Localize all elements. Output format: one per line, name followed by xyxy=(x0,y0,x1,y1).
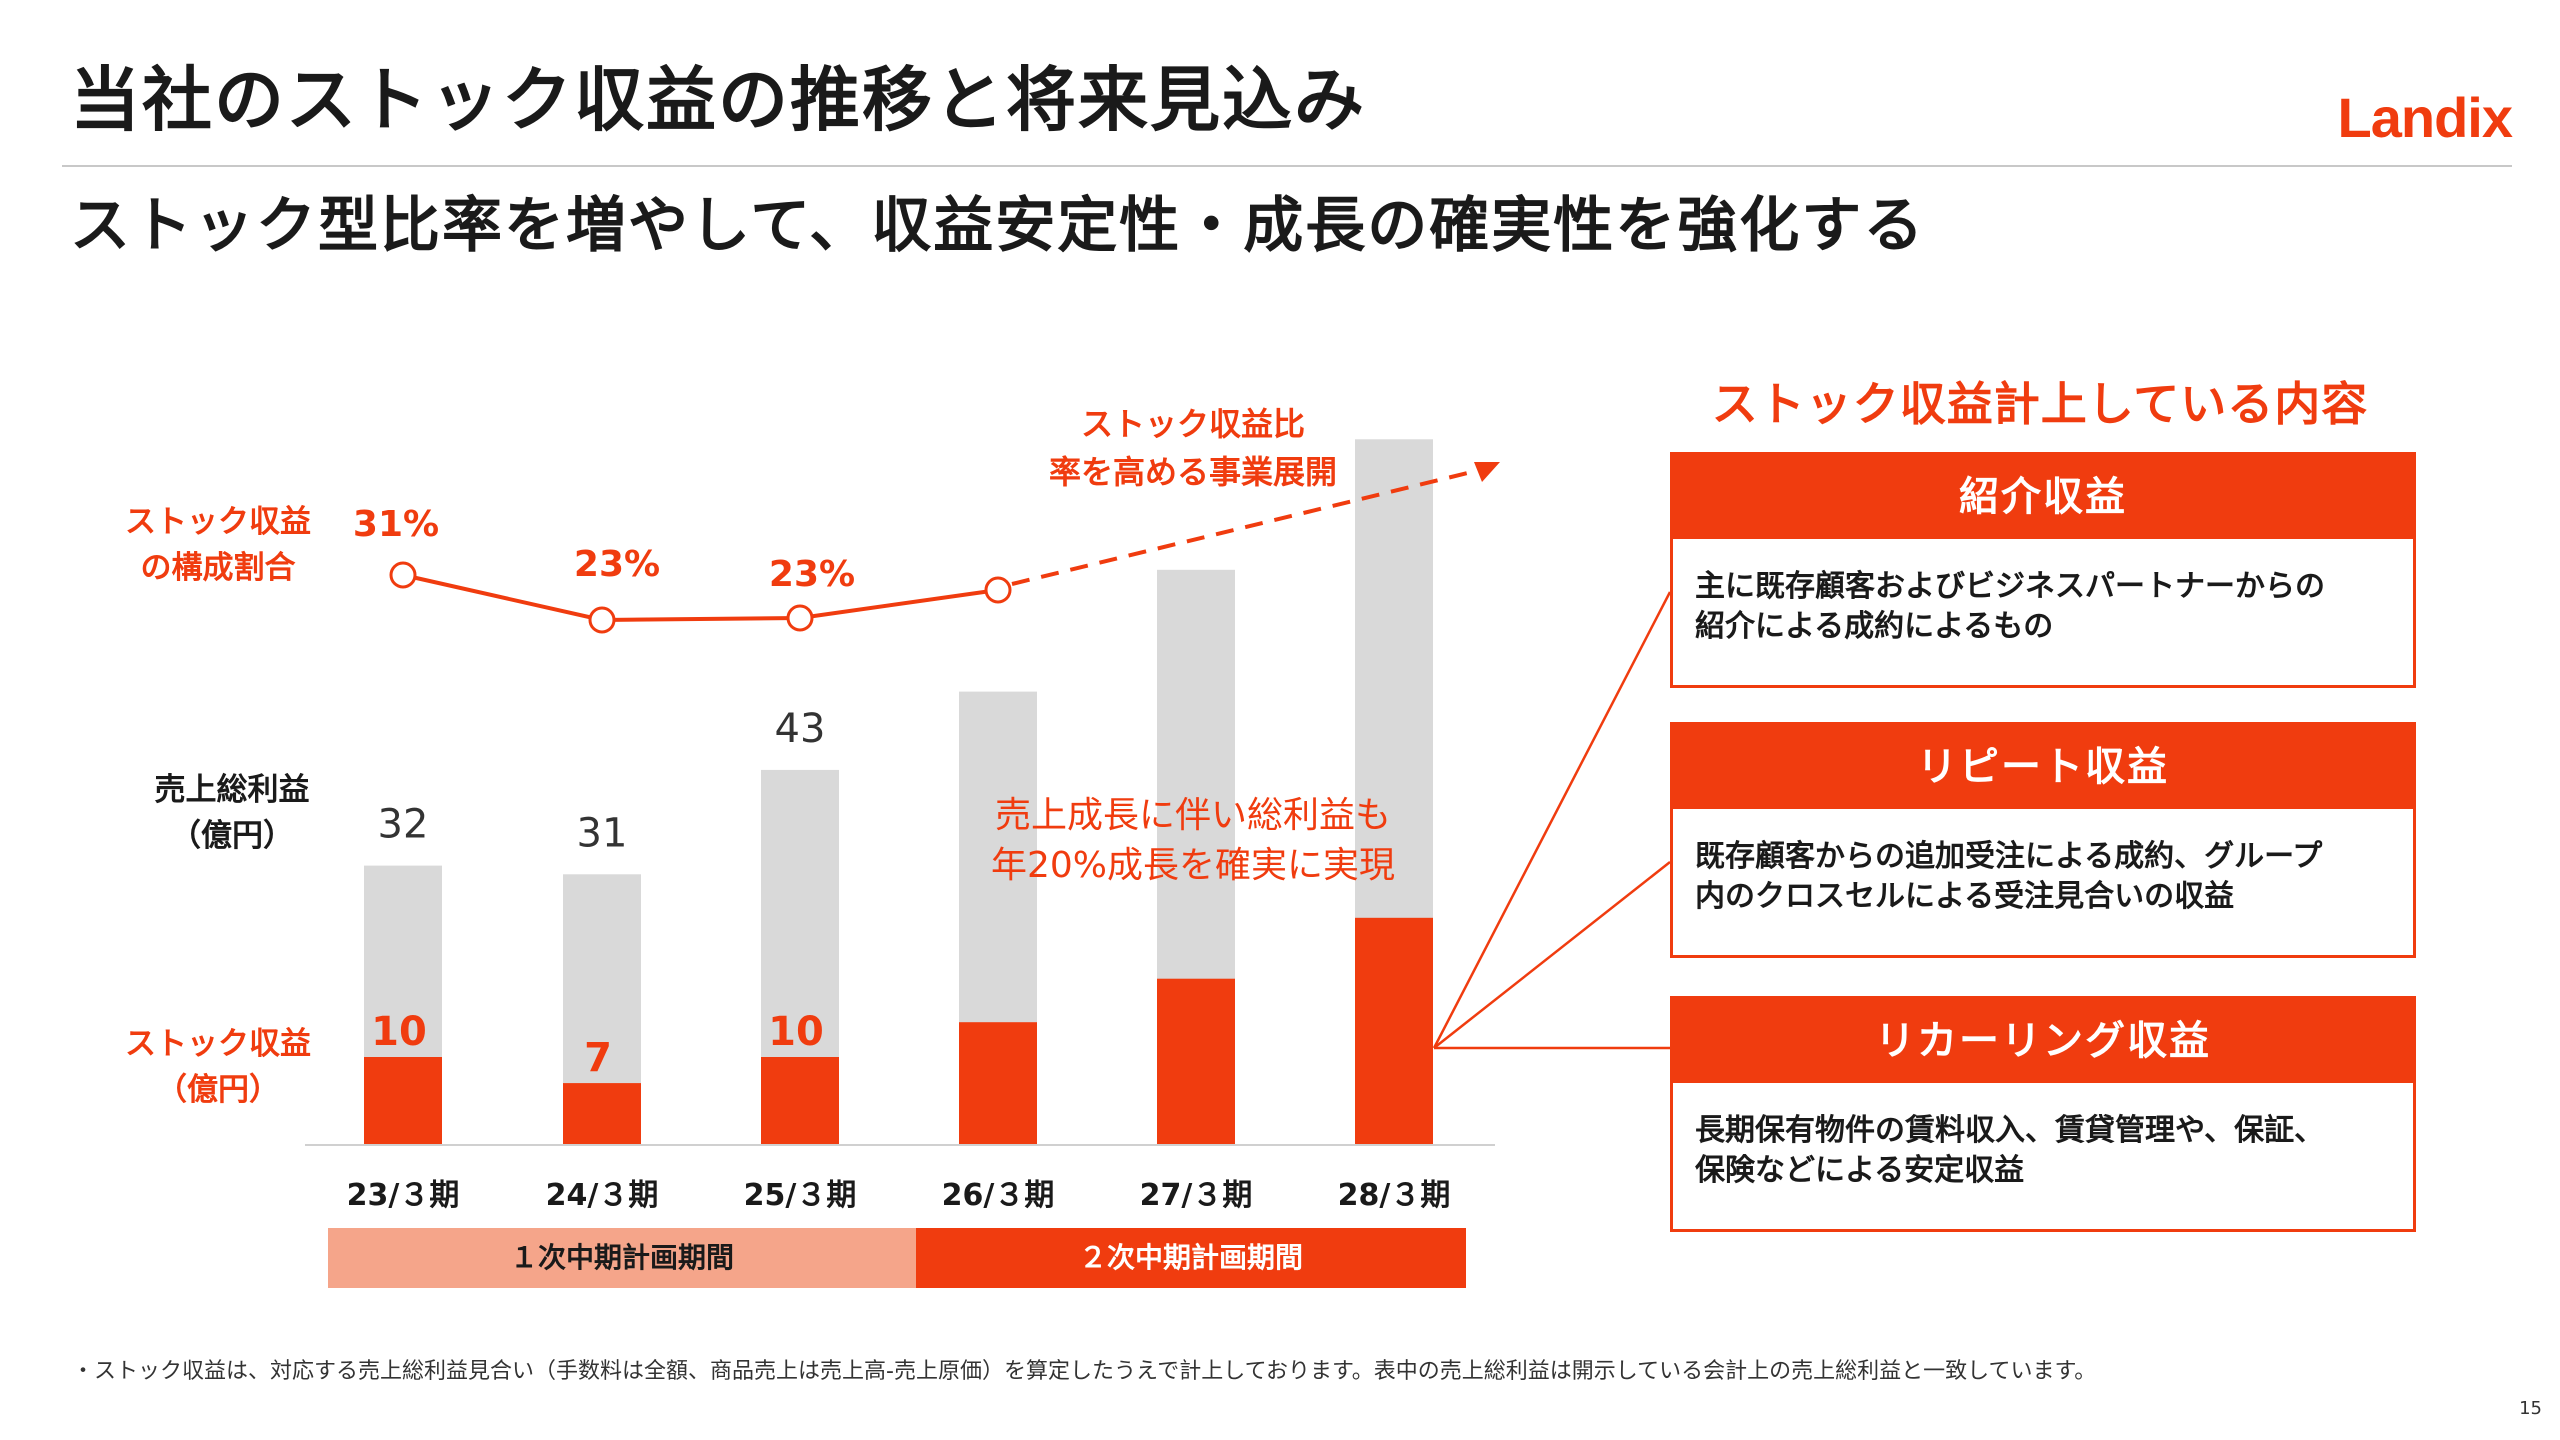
row-label-gross-profit: 売上総利益（億円） xyxy=(155,772,310,854)
card-line: 内のクロスセルによる受注見合いの収益 xyxy=(1695,879,2235,914)
card-line: 紹介による成約によるもの xyxy=(1695,609,2054,644)
ratio-projection-arrowhead xyxy=(1474,462,1500,482)
page-number: 15 xyxy=(2519,1398,2542,1419)
period-band-second: ２次中期計画期間 xyxy=(916,1228,1466,1288)
card-title: リカーリング収益 xyxy=(1673,999,2413,1083)
card-line: 長期保有物件の賃料収入、賃貸管理や、保証、 xyxy=(1695,1113,2325,1148)
ratio-marker xyxy=(588,606,616,634)
card-connector-line xyxy=(1432,591,1672,1049)
ratio-projection-line xyxy=(1011,468,1481,586)
x-tick-label: 28/３期 xyxy=(1338,1178,1451,1213)
page-subtitle: ストック型比率を増やして、収益安定性・成長の確実性を強化する xyxy=(70,191,1926,261)
stock-revenue-bar xyxy=(761,1057,839,1144)
card-title: 紹介収益 xyxy=(1673,455,2413,539)
stock-revenue-label: 10 xyxy=(768,1009,824,1055)
ratio-label: 23% xyxy=(769,554,855,595)
growth-annotation: 売上成長に伴い総利益も xyxy=(995,795,1391,836)
projection-label: ストック収益比率を高める事業展開 xyxy=(1049,405,1337,491)
card-line: 既存顧客からの追加受注による成約、グループ xyxy=(1695,839,2323,874)
company-logo: Landix xyxy=(2337,86,2513,149)
growth-annotation: 年20%成長を確実に実現 xyxy=(991,845,1395,886)
panel-heading: ストック収益計上している内容 xyxy=(1711,377,2369,431)
card-repeat-revenue: リピート収益 既存顧客からの追加受注による成約、グループ 内のクロスセルによる受… xyxy=(1670,722,2416,958)
footnote: ・ストック収益は、対応する売上総利益見合い（手数料は全額、商品売上は売上高-売上… xyxy=(72,1359,2097,1384)
ratio-line xyxy=(402,573,999,623)
gross-profit-bar xyxy=(1355,439,1433,1144)
ratio-label: 23% xyxy=(574,544,660,585)
page-title: 当社のストック収益の推移と将来見込み xyxy=(70,59,1366,141)
x-tick-label: 26/３期 xyxy=(942,1178,1055,1213)
card-description: 長期保有物件の賃料収入、賃貸管理や、保証、 保険などによる安定収益 xyxy=(1673,1083,2413,1229)
gross-profit-label: 31 xyxy=(577,810,628,856)
period-band-first: １次中期計画期間 xyxy=(328,1228,916,1288)
card-line: 保険などによる安定収益 xyxy=(1695,1153,2025,1188)
ratio-marker xyxy=(389,561,417,589)
card-description: 既存顧客からの追加受注による成約、グループ 内のクロスセルによる受注見合いの収益 xyxy=(1673,809,2413,955)
card-connector-line xyxy=(1433,861,1671,1049)
row-label-stock-revenue: ストック収益（億円） xyxy=(125,1026,311,1108)
gross-profit-label: 43 xyxy=(775,706,826,752)
x-tick-label: 23/３期 xyxy=(347,1178,460,1213)
card-description: 主に既存顧客およびビジネスパートナーからの 紹介による成約によるもの xyxy=(1673,539,2413,685)
gross-profit-bar xyxy=(364,865,442,1144)
ratio-label: 31% xyxy=(353,504,439,545)
row-label-ratio: ストック収益の構成割合 xyxy=(125,504,311,586)
x-tick-label: 25/３期 xyxy=(744,1178,857,1213)
card-line: 主に既存顧客およびビジネスパートナーからの xyxy=(1695,569,2325,604)
stock-revenue-bar xyxy=(1355,917,1433,1144)
ratio-marker xyxy=(786,604,814,632)
stock-revenue-bar xyxy=(959,1022,1037,1144)
gross-profit-label: 32 xyxy=(378,802,429,848)
gross-profit-bar xyxy=(959,691,1037,1144)
gross-profit-bar xyxy=(1157,569,1235,1144)
x-tick-label: 24/３期 xyxy=(546,1178,659,1213)
card-recurring-revenue: リカーリング収益 長期保有物件の賃料収入、賃貸管理や、保証、 保険などによる安定… xyxy=(1670,996,2416,1232)
ratio-marker xyxy=(984,576,1012,604)
stock-revenue-label: 7 xyxy=(584,1035,612,1081)
stock-revenue-bar xyxy=(563,1083,641,1144)
stock-revenue-label: 10 xyxy=(371,1009,427,1055)
gross-profit-bar xyxy=(563,874,641,1144)
card-title: リピート収益 xyxy=(1673,725,2413,809)
stock-revenue-bar xyxy=(1157,978,1235,1144)
title-divider xyxy=(62,165,2512,167)
gross-profit-bar xyxy=(761,769,839,1144)
stock-revenue-bar xyxy=(364,1057,442,1144)
x-tick-label: 27/３期 xyxy=(1140,1178,1253,1213)
card-referral-revenue: 紹介収益 主に既存顧客およびビジネスパートナーからの 紹介による成約によるもの xyxy=(1670,452,2416,688)
